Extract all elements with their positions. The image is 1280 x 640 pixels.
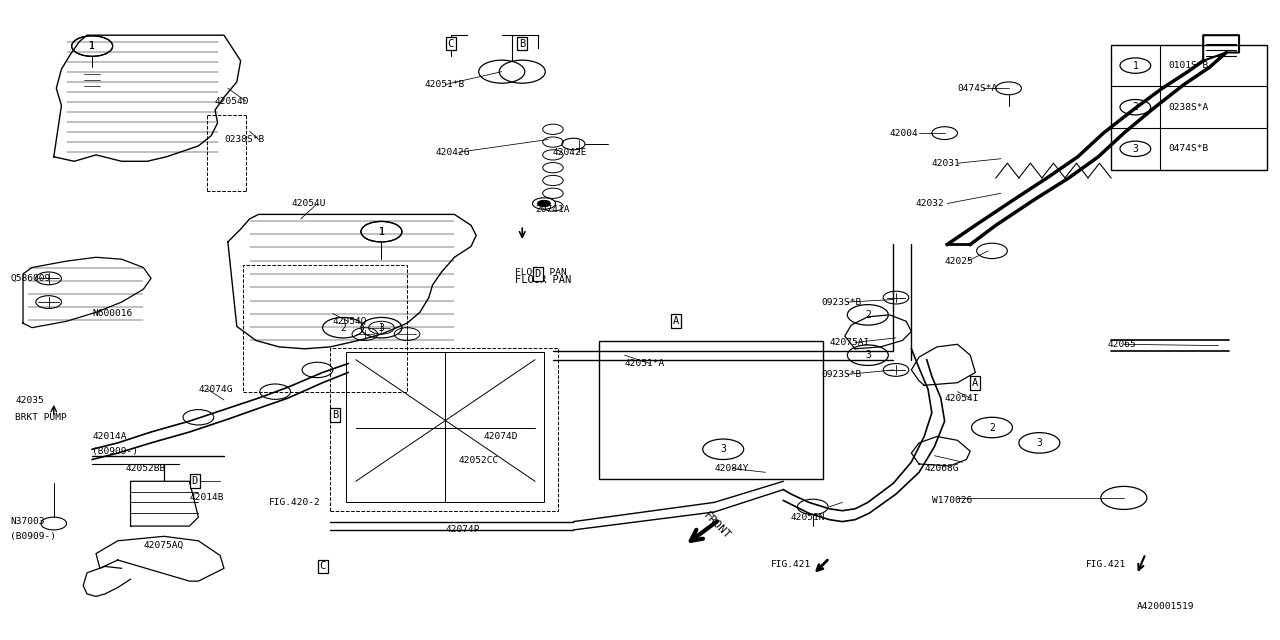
Text: 42068G: 42068G: [924, 464, 959, 473]
Bar: [330, 348, 558, 511]
Bar: [599, 341, 823, 479]
Text: 42051N: 42051N: [791, 513, 826, 522]
Text: 3: 3: [1037, 438, 1042, 448]
Text: 42054I: 42054I: [945, 394, 979, 403]
Text: 2: 2: [1133, 102, 1138, 112]
Text: 0474S*A: 0474S*A: [957, 84, 997, 93]
Text: 42084Y: 42084Y: [714, 464, 749, 473]
Text: 0101S*B: 0101S*B: [1169, 61, 1208, 70]
Bar: [1111, 45, 1267, 170]
Text: 1: 1: [1133, 61, 1138, 70]
Text: 0923S*B: 0923S*B: [822, 298, 861, 307]
Text: 42014A: 42014A: [92, 432, 127, 441]
Text: (B0909-): (B0909-): [10, 532, 56, 541]
Text: N37003: N37003: [10, 517, 45, 526]
Text: 42075AI: 42075AI: [829, 338, 869, 347]
Text: FIG.421: FIG.421: [1085, 560, 1125, 569]
Text: 42074G: 42074G: [198, 385, 233, 394]
Circle shape: [538, 200, 550, 207]
Text: 42051*A: 42051*A: [625, 359, 664, 368]
Text: D: D: [535, 269, 540, 279]
Bar: [243, 265, 407, 392]
Text: FLOOR PAN: FLOOR PAN: [515, 275, 571, 285]
Text: 3: 3: [721, 444, 726, 454]
Text: 1: 1: [379, 227, 384, 237]
Text: B: B: [333, 410, 338, 420]
Text: 3: 3: [865, 350, 870, 360]
Text: 42014B: 42014B: [189, 493, 224, 502]
Text: 42054Q: 42054Q: [333, 317, 367, 326]
Text: Q586009: Q586009: [10, 274, 50, 283]
Text: 3: 3: [379, 323, 384, 333]
Text: 1: 1: [379, 227, 384, 237]
Text: 0474S*B: 0474S*B: [1169, 144, 1208, 154]
Text: 42035: 42035: [15, 396, 44, 404]
Text: 42025: 42025: [945, 257, 973, 266]
Text: 42052BB: 42052BB: [125, 464, 165, 473]
Text: 2: 2: [865, 310, 870, 320]
Text: 2: 2: [989, 422, 995, 433]
Text: 42054U: 42054U: [292, 199, 326, 208]
Text: BRKT PUMP: BRKT PUMP: [15, 413, 67, 422]
Text: D: D: [192, 476, 197, 486]
Bar: [346, 352, 544, 502]
Text: 42051*B: 42051*B: [425, 80, 465, 89]
Text: A420001519: A420001519: [1137, 602, 1194, 611]
Text: 0238S*A: 0238S*A: [1169, 102, 1208, 112]
Text: 3: 3: [1133, 144, 1138, 154]
Text: FLOOR PAN: FLOOR PAN: [515, 268, 566, 276]
Text: 42075AQ: 42075AQ: [143, 541, 183, 550]
Text: 42065: 42065: [1107, 340, 1135, 349]
Text: W170026: W170026: [932, 496, 972, 505]
Text: 42031: 42031: [932, 159, 960, 168]
Text: FRONT: FRONT: [701, 511, 732, 541]
Text: 42042G: 42042G: [435, 148, 470, 157]
Text: 42074D: 42074D: [484, 432, 518, 441]
Text: FIG.421: FIG.421: [771, 560, 810, 569]
Text: A: A: [673, 316, 678, 326]
Text: 42052CC: 42052CC: [458, 456, 498, 465]
Text: B: B: [520, 38, 525, 49]
Text: 42042E: 42042E: [553, 148, 588, 157]
Text: 42074P: 42074P: [445, 525, 480, 534]
Circle shape: [532, 198, 556, 209]
Text: 0923S*B: 0923S*B: [822, 370, 861, 379]
Text: C: C: [448, 38, 453, 49]
Text: 20741A: 20741A: [535, 205, 570, 214]
Text: 0238S*B: 0238S*B: [224, 135, 264, 144]
Text: C: C: [320, 561, 325, 572]
Text: 2: 2: [340, 323, 346, 333]
Text: 42032: 42032: [915, 199, 943, 208]
Text: A: A: [973, 378, 978, 388]
Text: 42004: 42004: [890, 129, 918, 138]
Text: (B0909-): (B0909-): [92, 447, 138, 456]
Text: 42054D: 42054D: [215, 97, 250, 106]
Text: 1: 1: [90, 41, 95, 51]
Text: N600016: N600016: [92, 309, 132, 318]
Text: 1: 1: [90, 41, 95, 51]
Text: FIG.420-2: FIG.420-2: [269, 498, 320, 507]
